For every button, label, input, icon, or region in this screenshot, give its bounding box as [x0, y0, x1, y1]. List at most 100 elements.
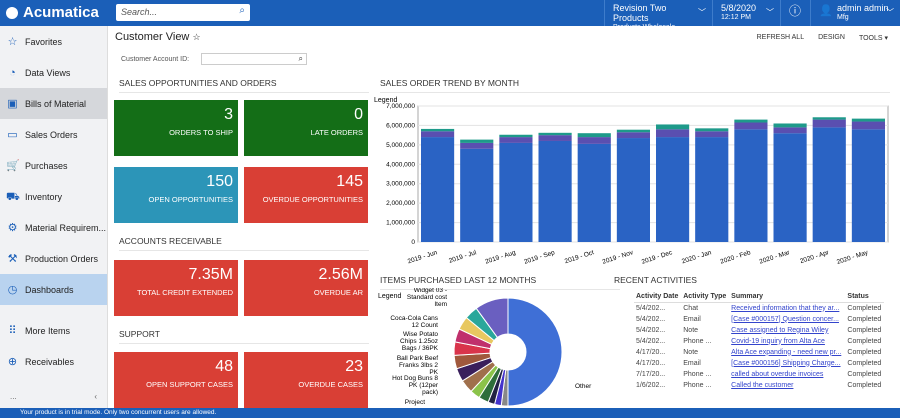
- bar-segment: [812, 119, 846, 128]
- table-row[interactable]: 4/17/20... Note Alta Ace expanding - need …: [634, 347, 884, 358]
- table-cell: Phone ...: [683, 370, 712, 378]
- search-icon[interactable]: ⌕: [298, 54, 303, 63]
- bar-segment: [773, 123, 807, 128]
- bar-segment: [734, 122, 768, 130]
- tile-overdue-opportunities[interactable]: 145 OVERDUE OPPORTUNITIES: [244, 167, 368, 223]
- sidebar-icon: ⚙: [7, 221, 18, 234]
- legend-label: Legend: [378, 293, 401, 300]
- company-selector[interactable]: Revision Two Products Products Wholesale ﹀: [604, 0, 712, 31]
- sidebar-item-production-orders[interactable]: ⚒ Production Orders: [0, 243, 107, 274]
- sidebar-item-sales-orders[interactable]: ▭ Sales Orders: [0, 119, 107, 150]
- sidebar-item-purchases[interactable]: 🛒 Purchases: [0, 150, 107, 181]
- pie-label: Coca-Cola Cans 12 Count: [390, 315, 438, 329]
- help-icon[interactable]: ⓘ: [780, 0, 810, 26]
- tile-late-orders[interactable]: 0 LATE ORDERS: [244, 100, 368, 156]
- chevron-down-icon: ﹀: [886, 8, 894, 17]
- table-cell: Completed: [847, 326, 882, 334]
- table-cell: 7/17/20...: [636, 370, 666, 378]
- sidebar-icon: ⛟: [6, 190, 20, 203]
- activities-table: Activity Date Activity Type Summary Status 5…: [634, 292, 884, 391]
- tile-overdue-cases[interactable]: 23 OVERDUE CASES: [244, 352, 368, 408]
- table-cell: Email: [683, 315, 701, 323]
- tile-open-support-cases[interactable]: 48 OPEN SUPPORT CASES: [114, 352, 238, 408]
- table-row[interactable]: 5/4/202... Email [Case #000157] Question c…: [634, 314, 884, 325]
- bar-segment: [460, 139, 494, 143]
- sidebar-item-label: Purchases: [25, 160, 68, 171]
- sidebar-item-label: Dashboards: [25, 284, 74, 295]
- date-selector[interactable]: 5/8/2020 12:12 PM ﹀: [712, 0, 780, 26]
- sidebar-item-more-items[interactable]: ⠿ More Items: [0, 315, 107, 346]
- sidebar-item-dashboards[interactable]: ◷ Dashboards: [0, 274, 107, 305]
- table-cell: 5/4/202...: [636, 304, 666, 312]
- bar-segment: [538, 140, 572, 242]
- table-row[interactable]: 5/4/202... Phone ... Covid-19 inquiry from…: [634, 336, 884, 347]
- sidebar-item-bills-of-material[interactable]: ▣ Bills of Material: [0, 88, 107, 119]
- summary-link[interactable]: Alta Ace expanding - need new pr...: [731, 348, 842, 356]
- summary-link[interactable]: Covid-19 inquiry from Alta Ace: [731, 337, 825, 345]
- top-bar: Acumatica Search... ⌕ Revision Two Produc…: [0, 0, 900, 31]
- y-tick-label: 0: [411, 239, 415, 246]
- summary-link[interactable]: Received information that they ar...: [731, 304, 840, 312]
- tile-orders-to-ship[interactable]: 3 ORDERS TO SHIP: [114, 100, 238, 156]
- sidebar-item-receivables[interactable]: ⊕ Receivables: [0, 346, 107, 377]
- customer-account-input[interactable]: ⌕: [201, 53, 307, 65]
- sidebar-icon: ▭: [7, 128, 18, 141]
- refresh-all-button[interactable]: REFRESH ALL: [756, 34, 805, 41]
- bar-segment: [695, 137, 729, 242]
- design-button[interactable]: DESIGN: [818, 34, 845, 41]
- bar-segment: [812, 117, 846, 120]
- table-cell: Completed: [847, 370, 882, 378]
- search-icon[interactable]: ⌕: [239, 5, 245, 16]
- summary-link[interactable]: Case assigned to Regina Wiley: [731, 326, 829, 334]
- bar-segment: [812, 127, 846, 242]
- x-tick-label: 2019 - Nov: [602, 249, 635, 266]
- tile-overdue-ar[interactable]: 2.56M OVERDUE AR: [244, 260, 368, 316]
- bar-segment: [460, 148, 494, 242]
- x-tick-label: 2019 - Aug: [484, 249, 516, 265]
- table-row[interactable]: 5/4/202... Chat Received information that …: [634, 303, 884, 315]
- table-row[interactable]: 5/4/202... Note Case assigned to Regina Wi…: [634, 325, 884, 336]
- plot-area: [417, 105, 889, 243]
- sidebar-item-inventory[interactable]: ⛟ Inventory: [0, 181, 107, 212]
- bar-segment: [851, 118, 885, 122]
- bar-segment: [734, 119, 768, 123]
- summary-link[interactable]: Called the customer: [731, 381, 794, 389]
- chart-title: SALES ORDER TREND BY MONTH: [380, 78, 890, 93]
- table-row[interactable]: 7/17/20... Phone ... called about overdue …: [634, 369, 884, 380]
- logo[interactable]: Acumatica: [6, 4, 99, 21]
- sidebar-item-material-requirem-[interactable]: ⚙ Material Requirem...: [0, 212, 107, 243]
- pie-label: Wise Potato Chips 1.25oz Bags / 36PK: [400, 331, 439, 352]
- tools-button[interactable]: TOOLS ▾: [858, 35, 888, 42]
- table-cell: Chat: [683, 304, 699, 312]
- table-row[interactable]: 1/6/202... Phone ... Called the customer Co…: [634, 380, 884, 391]
- sidebar-item-data-views[interactable]: ◔ Data Views: [0, 57, 107, 88]
- table-row[interactable]: 4/17/20... Email [Case #000156] Shipping C…: [634, 358, 884, 369]
- column-header[interactable]: Activity Date: [634, 292, 682, 303]
- sidebar-icon: ◷: [7, 283, 18, 296]
- more-icon[interactable]: ...: [10, 392, 17, 401]
- table-cell: 1/6/202...: [636, 381, 666, 389]
- table-cell: 4/17/20...: [636, 348, 666, 356]
- tile-total-credit[interactable]: 7.35M TOTAL CREDIT EXTENDED: [114, 260, 238, 316]
- bar-segment: [577, 143, 611, 242]
- x-tick-label: 2020 - Jan: [681, 249, 713, 265]
- logo-icon: [6, 6, 18, 19]
- column-header[interactable]: Activity Type: [681, 292, 730, 303]
- summary-link[interactable]: [Case #000157] Question concer...: [731, 315, 839, 323]
- search-input[interactable]: Search... ⌕: [116, 4, 250, 21]
- star-icon[interactable]: ☆: [192, 32, 201, 42]
- y-tick-label: 4,000,000: [386, 161, 415, 168]
- y-tick-label: 6,000,000: [386, 122, 415, 129]
- bar-segment: [656, 124, 690, 130]
- tile-open-opportunities[interactable]: 150 OPEN OPPORTUNITIES: [114, 167, 238, 223]
- bar-segment: [851, 121, 885, 130]
- bar-segment: [851, 129, 885, 242]
- column-header[interactable]: Status: [845, 292, 884, 303]
- summary-link[interactable]: [Case #000156] Shipping Charge...: [731, 359, 841, 367]
- user-menu[interactable]: 👤 admin admin Mfg ﹀: [810, 0, 900, 26]
- summary-link[interactable]: called about overdue invoices: [731, 370, 824, 378]
- column-header[interactable]: Summary: [729, 292, 846, 303]
- collapse-icon[interactable]: ‹: [94, 392, 97, 401]
- sidebar-item-favorites[interactable]: ☆ Favorites: [0, 26, 107, 57]
- sidebar-icon: ▣: [7, 97, 18, 110]
